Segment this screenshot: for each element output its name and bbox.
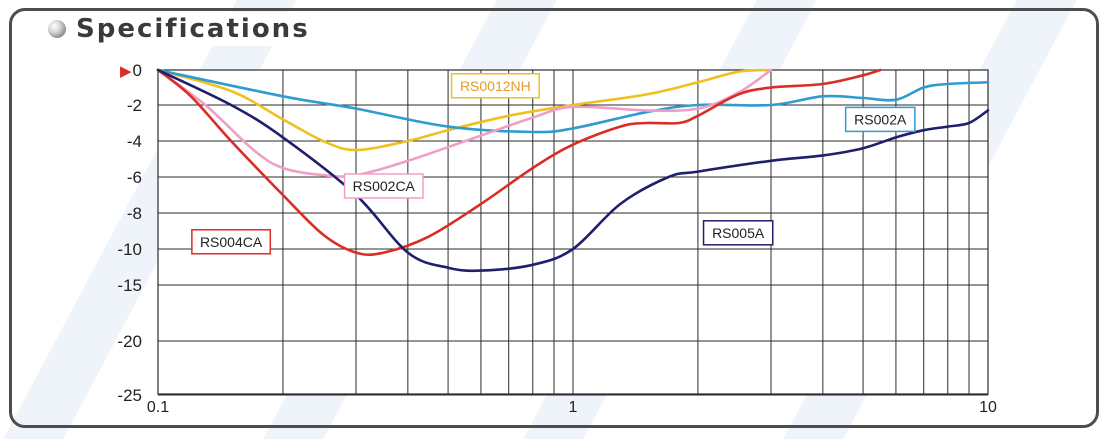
y-tick-label: -6 xyxy=(127,168,142,187)
series-label-rs005a: RS005A xyxy=(712,225,765,241)
chart-panel-frame xyxy=(9,8,1099,428)
series-label-box-rs002ca xyxy=(343,173,424,199)
series-label-box-rs002a xyxy=(844,106,916,133)
y-axis-ticks: 0 -2 -4 -6 -8 -10 -15 -20 -25 ▶ xyxy=(117,61,142,405)
series-line-rs002a xyxy=(156,68,990,134)
series-label-rs0012nh: RS0012NH xyxy=(460,78,531,94)
y-tick-label: -20 xyxy=(117,332,142,351)
plot-border xyxy=(157,69,989,395)
x-tick-label: 10 xyxy=(979,399,997,416)
bullet-icon xyxy=(48,20,66,38)
series-line-rs004ca xyxy=(156,68,882,257)
series-line-rs0012nh xyxy=(156,68,773,152)
series-label-rs002ca: RS002CA xyxy=(353,178,416,194)
series-line-rs002ca xyxy=(156,68,773,178)
series-label-rs004ca: RS004CA xyxy=(200,234,263,250)
y-tick-label: -15 xyxy=(117,276,142,295)
section-header: Specifications xyxy=(44,12,318,46)
y-tick-label: -10 xyxy=(117,240,142,259)
y-tick-label: -8 xyxy=(127,204,142,223)
series-labels: RS0012NH RS002A RS002CA RS004CA RS005A xyxy=(191,73,916,255)
section-title: Specifications xyxy=(76,14,310,44)
y-tick-label: -2 xyxy=(127,96,142,115)
y-tick-label: -25 xyxy=(117,386,142,405)
y-tick-label: -4 xyxy=(127,132,142,151)
series-label-box-rs0012nh xyxy=(450,73,540,99)
x-tick-label: 0.1 xyxy=(147,399,169,416)
y-tick-label: 0 xyxy=(133,61,142,80)
series-label-box-rs004ca xyxy=(191,229,272,255)
series-label-box-rs005a xyxy=(702,220,774,246)
series-label-rs002a: RS002A xyxy=(854,111,907,127)
x-tick-label: 1 xyxy=(569,399,578,416)
zero-marker-icon: ▶ xyxy=(120,62,132,80)
x-axis-ticks: 0.1 1 10 xyxy=(147,399,997,416)
